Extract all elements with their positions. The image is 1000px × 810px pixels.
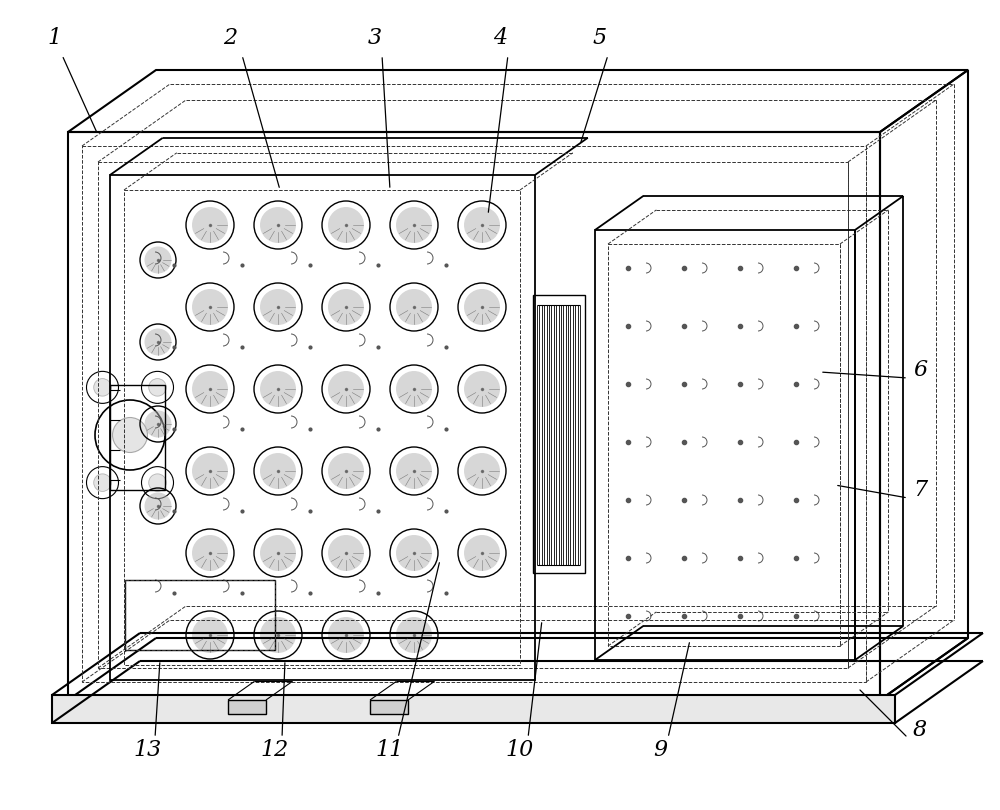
Circle shape bbox=[94, 474, 111, 492]
Bar bbox=[533, 295, 585, 573]
Text: 2: 2 bbox=[223, 27, 237, 49]
Circle shape bbox=[192, 453, 228, 489]
Circle shape bbox=[149, 378, 166, 396]
Bar bbox=[125, 580, 275, 650]
Circle shape bbox=[192, 289, 228, 325]
Circle shape bbox=[396, 535, 432, 571]
Bar bbox=[228, 700, 266, 714]
Bar bbox=[82, 146, 866, 682]
Text: 5: 5 bbox=[593, 27, 607, 49]
Text: 11: 11 bbox=[376, 739, 404, 761]
Circle shape bbox=[328, 289, 364, 325]
Circle shape bbox=[260, 453, 296, 489]
Bar bbox=[608, 244, 840, 646]
Circle shape bbox=[260, 207, 296, 243]
Circle shape bbox=[260, 289, 296, 325]
Text: 9: 9 bbox=[653, 739, 667, 761]
Circle shape bbox=[328, 617, 364, 653]
Bar bbox=[370, 700, 408, 714]
Circle shape bbox=[396, 207, 432, 243]
Text: 3: 3 bbox=[368, 27, 382, 49]
Circle shape bbox=[144, 492, 172, 519]
Circle shape bbox=[396, 617, 432, 653]
Bar bbox=[125, 580, 275, 650]
Circle shape bbox=[192, 371, 228, 407]
Bar bbox=[110, 175, 535, 680]
Circle shape bbox=[260, 535, 296, 571]
Circle shape bbox=[464, 535, 500, 571]
Circle shape bbox=[328, 535, 364, 571]
Circle shape bbox=[144, 411, 172, 437]
Circle shape bbox=[144, 329, 172, 356]
Text: 10: 10 bbox=[506, 739, 534, 761]
Circle shape bbox=[192, 207, 228, 243]
Circle shape bbox=[260, 617, 296, 653]
Circle shape bbox=[94, 378, 111, 396]
Circle shape bbox=[260, 371, 296, 407]
Circle shape bbox=[396, 371, 432, 407]
Text: 12: 12 bbox=[261, 739, 289, 761]
Bar bbox=[595, 230, 855, 660]
Bar bbox=[98, 162, 848, 668]
Circle shape bbox=[328, 453, 364, 489]
Circle shape bbox=[192, 535, 228, 571]
Text: 6: 6 bbox=[913, 359, 927, 381]
Bar bbox=[124, 190, 520, 665]
Text: 8: 8 bbox=[913, 719, 927, 741]
Text: 7: 7 bbox=[913, 479, 927, 501]
Circle shape bbox=[464, 453, 500, 489]
Circle shape bbox=[144, 246, 172, 274]
Circle shape bbox=[112, 417, 148, 453]
Circle shape bbox=[192, 617, 228, 653]
Circle shape bbox=[328, 371, 364, 407]
Circle shape bbox=[464, 289, 500, 325]
Circle shape bbox=[149, 474, 166, 492]
Bar bbox=[52, 695, 895, 723]
Text: 1: 1 bbox=[48, 27, 62, 49]
Circle shape bbox=[396, 289, 432, 325]
Circle shape bbox=[328, 207, 364, 243]
Circle shape bbox=[396, 453, 432, 489]
Text: 4: 4 bbox=[493, 27, 507, 49]
Circle shape bbox=[464, 371, 500, 407]
Circle shape bbox=[464, 207, 500, 243]
Bar bbox=[68, 132, 880, 700]
Text: 13: 13 bbox=[134, 739, 162, 761]
Bar bbox=[110, 385, 165, 490]
